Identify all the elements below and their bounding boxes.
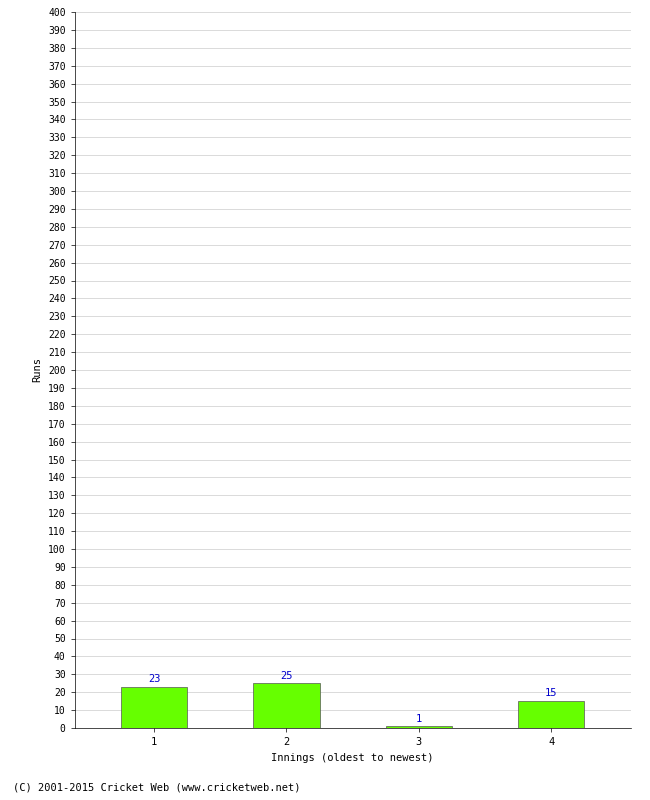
Bar (385, 726, 452, 728)
Text: 25: 25 (280, 670, 292, 681)
Bar (518, 701, 584, 728)
X-axis label: Innings (oldest to newest): Innings (oldest to newest) (272, 753, 434, 762)
Text: 23: 23 (148, 674, 161, 684)
Text: 15: 15 (545, 689, 557, 698)
Text: 1: 1 (415, 714, 422, 723)
Bar (121, 687, 187, 728)
Text: (C) 2001-2015 Cricket Web (www.cricketweb.net): (C) 2001-2015 Cricket Web (www.cricketwe… (13, 782, 300, 792)
Y-axis label: Runs: Runs (32, 358, 42, 382)
Bar (254, 683, 320, 728)
